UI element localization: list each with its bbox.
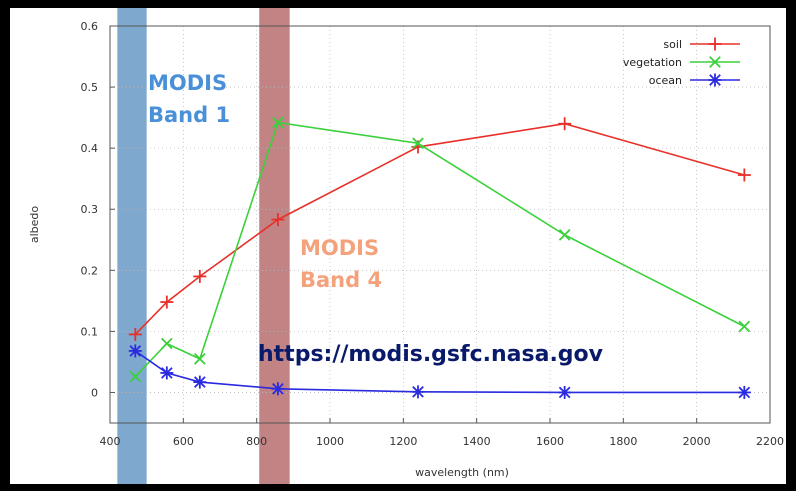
band-label-line: Band 1: [148, 103, 230, 127]
source-url-annotation: https://modis.gsfc.nasa.gov: [258, 342, 604, 367]
data-point: [709, 56, 721, 68]
y-tick-label: 0.5: [81, 81, 99, 94]
x-tick-label: 1600: [536, 435, 564, 448]
data-point: [411, 385, 425, 399]
y-tick-label: 0.4: [81, 142, 99, 155]
x-axis-label: wavelength (nm): [415, 466, 509, 479]
y-tick-label: 0.6: [81, 20, 99, 33]
band-label-line: MODIS: [300, 236, 379, 260]
data-point: [193, 375, 207, 389]
data-point: [737, 385, 751, 399]
data-point: [129, 370, 142, 383]
series-line-soil: [134, 122, 745, 335]
y-axis-label: albedo: [28, 206, 41, 244]
data-point: [160, 295, 174, 309]
x-tick-label: 600: [173, 435, 194, 448]
x-tick-label: 2200: [756, 435, 784, 448]
series-line-vegetation: [134, 121, 745, 378]
data-point: [128, 344, 142, 358]
data-point: [160, 337, 173, 350]
x-tick-label: 1000: [316, 435, 344, 448]
modis-band-4: [259, 8, 290, 484]
data-point: [193, 353, 206, 365]
data-point: [738, 320, 751, 333]
data-point: [708, 73, 722, 87]
y-tick-label: 0: [91, 386, 98, 399]
plot-border: [109, 25, 771, 424]
band-label-line: Band 4: [300, 268, 382, 292]
legend-label-soil: soil: [663, 38, 682, 51]
x-tick-label: 1400: [463, 435, 491, 448]
x-tick-label: 1800: [609, 435, 637, 448]
data-point: [271, 213, 285, 227]
y-tick-label: 0.1: [81, 325, 99, 338]
modis-band-1: [117, 8, 147, 484]
y-tick-label: 0.2: [81, 264, 99, 277]
band-label-line: MODIS: [148, 71, 227, 95]
data-point: [160, 366, 174, 380]
data-point: [558, 229, 571, 241]
data-point: [272, 116, 284, 129]
y-tick-label: 0.3: [81, 203, 99, 216]
data-point: [708, 37, 722, 51]
data-point: [412, 137, 424, 150]
data-point: [128, 327, 142, 341]
data-point: [271, 382, 285, 396]
data-point: [558, 385, 572, 399]
x-tick-label: 2000: [683, 435, 711, 448]
x-tick-label: 800: [246, 435, 267, 448]
x-tick-label: 400: [100, 435, 121, 448]
data-point: [193, 269, 207, 283]
albedo-chart: 0 0.1 0.2 0.3 0.4 0.5 0.6 400 600 800 1000 1200 1400…: [28, 8, 784, 484]
x-tick-label: 1200: [389, 435, 417, 448]
legend-label-ocean: ocean: [649, 74, 682, 87]
data-point: [737, 168, 751, 182]
legend-label-vegetation: vegetation: [623, 56, 682, 69]
chart-frame: 0 0.1 0.2 0.3 0.4 0.5 0.6 400 600 800 1000 1200 1400…: [10, 8, 786, 484]
data-point: [558, 117, 572, 131]
